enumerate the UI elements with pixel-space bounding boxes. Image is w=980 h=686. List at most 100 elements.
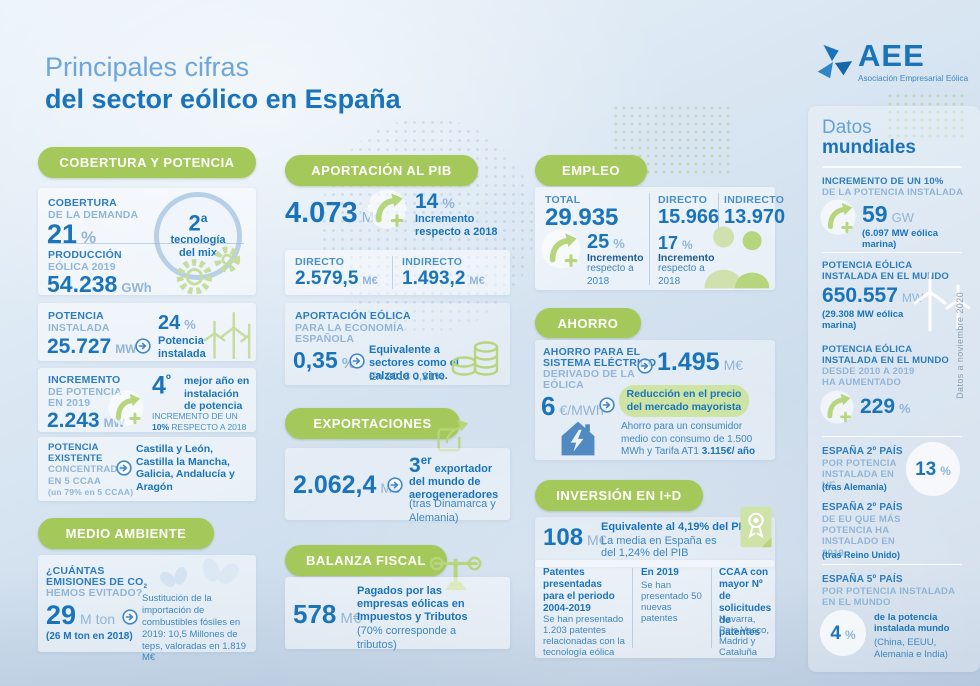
mix-badge-number: 2 xyxy=(188,209,201,235)
incremento-note-bold: 10% xyxy=(152,421,170,432)
ahorro-note-bold: 3.115€/ año xyxy=(701,446,756,457)
pib-directo-value: 2.579,5 xyxy=(295,268,359,289)
exportaciones-value: 2.062,4 xyxy=(293,471,377,499)
dm-ue-text: POR POTENCIA INSTALADA EN UE xyxy=(822,458,897,492)
empleo-total-pct-bold: Incremento xyxy=(587,252,644,264)
economia-value-row: 0,35 % xyxy=(293,349,355,373)
mundiales-title-1: Datos xyxy=(822,117,872,138)
empleo-total-pct: 25 xyxy=(587,231,610,253)
dm-incremento-unit: GW xyxy=(891,210,914,225)
panel-medio-ambiente xyxy=(38,555,256,652)
pib-directo-unit: M€ xyxy=(362,275,378,287)
economia-note-bold: Equivalente a sectores como el calzado o… xyxy=(369,344,459,383)
dm-incremento-label-2: DE LA POTENCIA INSTALADA xyxy=(822,187,964,198)
dm-aumento-value: 229 xyxy=(860,395,896,418)
emisiones-q3: HEMOS EVITADO? xyxy=(46,587,143,599)
exportaciones-rank-sup: er xyxy=(420,455,432,467)
page-title: Principales cifras del sector eólico en … xyxy=(45,52,401,116)
balanza-unit: M€ xyxy=(340,610,362,627)
dm-aumento-label-3: DESDE 2010 A 2019 xyxy=(822,366,915,377)
mundiales-title-2: mundiales xyxy=(822,137,916,158)
dm-instalada-sub: (29.308 MW eólica marina) xyxy=(822,309,904,332)
dm-mundo-row: 4 % xyxy=(830,624,855,643)
divider xyxy=(822,166,962,168)
incremento-rank: 4º xyxy=(152,373,171,398)
ahorro-sistema-value: 1.495 xyxy=(657,348,720,376)
ahorro-consumer-note: Ahorro para un consumidor medio con cons… xyxy=(621,421,761,459)
divider xyxy=(822,252,962,253)
divider xyxy=(392,256,393,289)
patentes-col2-title: En 2019 xyxy=(641,567,679,578)
balanza-note: (70% corresponde a tributos) xyxy=(357,625,457,651)
balanza-value: 578 xyxy=(293,599,337,629)
ahorro-label-2: SISTEMA ELÉCTRICO xyxy=(543,357,657,369)
potencia-label-2: INSTALADA xyxy=(48,322,110,334)
growth-arrow-icon xyxy=(541,229,581,269)
potencia-pct-row: 24 % xyxy=(158,313,196,333)
divider xyxy=(718,193,719,235)
people-icon xyxy=(695,221,775,289)
empleo-directo-pct-unit: % xyxy=(682,238,693,252)
section-cobertura-potencia: COBERTURA Y POTENCIA COBERTURA DE LA DEM… xyxy=(38,147,256,663)
patentes-col3-text: Navarra, País Vasco, Madrid y Cataluña xyxy=(719,614,769,658)
title-line1: Principales cifras xyxy=(45,52,250,82)
incremento-label-3: EN 2019 xyxy=(48,397,91,409)
divider xyxy=(822,436,962,437)
arrow-right-icon xyxy=(135,338,151,354)
pib-indirecto-label: INDIRECTO xyxy=(402,256,463,268)
incremento-label-1: INCREMENTO xyxy=(48,374,121,386)
ahorro-sistema-unit: M€ xyxy=(723,357,744,373)
dm-mundo-value: 4 xyxy=(830,622,841,644)
dm-aumento-label-2: INSTALADA EN EL MUNDO xyxy=(822,355,949,366)
emisiones-q2: EMISIONES DE CO2 xyxy=(46,576,147,591)
emisiones-note: Sustitución de la importación de combust… xyxy=(142,593,247,664)
panel-economia xyxy=(285,303,510,385)
exportaciones-rank-number: 3 xyxy=(409,454,421,477)
growth-arrow-icon xyxy=(108,390,144,426)
balanza-note-bold: Pagados por las empresas eólicas en Impu… xyxy=(357,585,468,624)
header-exportaciones: EXPORTACIONES xyxy=(285,408,460,439)
dm-mundo-note: (China, EEUU, Alemania e India) xyxy=(874,637,948,660)
arrow-right-icon xyxy=(637,358,653,374)
dm-mundo-note-bold: de la potencia instalada mundo xyxy=(874,612,950,635)
ahorro-label-4: EÓLICA xyxy=(543,379,584,391)
dm-aumento-label-1: POTENCIA EÓLICA xyxy=(822,344,913,355)
pib-pct-label: Incremento respecto a 2018 xyxy=(415,213,498,239)
header-medio-ambiente: MEDIO AMBIENTE xyxy=(38,518,214,549)
mix-badge: 2a tecnología del mix xyxy=(154,192,242,280)
pib-indirecto-value: 1.493,2 xyxy=(402,268,466,289)
dm-ue-bold: ESPAÑA 2º PAÍS xyxy=(822,446,903,457)
existente-labels: POTENCIA EXISTENTE CONCENTRADA EN 5 CCAA… xyxy=(48,442,133,497)
empleo-directo-pct-rest: respecto a 2018 xyxy=(658,263,705,287)
mix-badge-sup: a xyxy=(200,210,208,225)
panel-pib-directo-indirecto xyxy=(285,250,510,295)
pib-pct-unit: % xyxy=(442,195,455,211)
emisiones-co2-sub: 2 xyxy=(143,583,148,591)
panel-balanza xyxy=(285,577,510,649)
dm-incremento-label-1: INCREMENTO DE UN 10% xyxy=(822,176,944,187)
patentes-col1-title: Patentes presentadas para el periodo 200… xyxy=(543,567,615,614)
patentes-col2-text: Se han presentado 50 nuevas patentes xyxy=(641,580,702,624)
section-economia: APORTACIÓN AL PIB 4.073 M€ 14 % Incremen… xyxy=(285,155,510,655)
panel-inversion-top xyxy=(535,517,775,567)
arrow-right-icon xyxy=(599,397,615,413)
empleo-directo-label: DIRECTO xyxy=(658,194,708,206)
existente-label-4: EN 5 CCAA xyxy=(48,475,102,487)
pib-pct-row: 14 % xyxy=(415,191,455,212)
divider xyxy=(649,193,650,285)
certificate-badge-icon xyxy=(739,505,773,549)
incremento-note-2: RESPECTO A 2018 xyxy=(171,421,247,432)
incremento-value: 2.243 xyxy=(47,409,100,432)
dm-aumento-row: 229 % xyxy=(860,396,911,417)
incremento-note: INCREMENTO DE UN 10% RESPECTO A 2018 xyxy=(152,411,246,432)
dm-instalada-label-2: INSTALADA EN EL MUNDO xyxy=(822,271,949,282)
dm-incremento-value: 59 xyxy=(862,201,888,227)
logo-text: AEE xyxy=(858,38,925,73)
incremento-label-2: DE POTENCIA xyxy=(48,386,122,398)
mix-badge-text: tecnología del mix xyxy=(170,233,226,260)
title-line2: del sector eólico en España xyxy=(45,83,401,114)
ahorro-pill-text: Reducción en el precio del mercado mayor… xyxy=(626,388,742,413)
exportaciones-value-row: 2.062,4 M€ xyxy=(293,473,400,498)
dotted-circle-decor xyxy=(320,118,535,333)
